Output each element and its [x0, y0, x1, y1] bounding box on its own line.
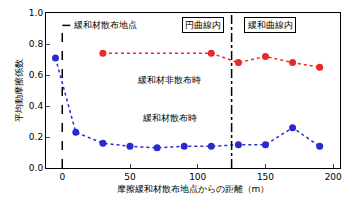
svg-text:摩擦緩和材散布地点からの距離（m）: 摩擦緩和材散布地点からの距離（m） — [117, 184, 270, 194]
svg-text:緩和材散布時: 緩和材散布時 — [142, 113, 197, 123]
svg-text:円曲線内: 円曲線内 — [185, 20, 221, 30]
svg-text:0.8: 0.8 — [29, 39, 44, 49]
svg-text:0.4: 0.4 — [29, 101, 44, 111]
svg-text:0.0: 0.0 — [29, 163, 44, 173]
svg-text:100: 100 — [189, 172, 206, 182]
svg-text:平均動摩擦係数: 平均動摩擦係数 — [14, 59, 24, 122]
svg-text:200: 200 — [325, 172, 342, 182]
svg-text:0.2: 0.2 — [29, 132, 43, 142]
svg-text:0.6: 0.6 — [29, 70, 44, 80]
svg-text:0: 0 — [59, 172, 65, 182]
svg-text:緩和材散布地点: 緩和材散布地点 — [73, 20, 137, 30]
svg-text:1.0: 1.0 — [29, 8, 44, 18]
svg-text:50: 50 — [124, 172, 136, 182]
svg-text:緩和材非散布時: 緩和材非散布時 — [137, 75, 201, 85]
svg-text:150: 150 — [257, 172, 274, 182]
svg-text:緩和曲線内: 緩和曲線内 — [247, 20, 293, 30]
